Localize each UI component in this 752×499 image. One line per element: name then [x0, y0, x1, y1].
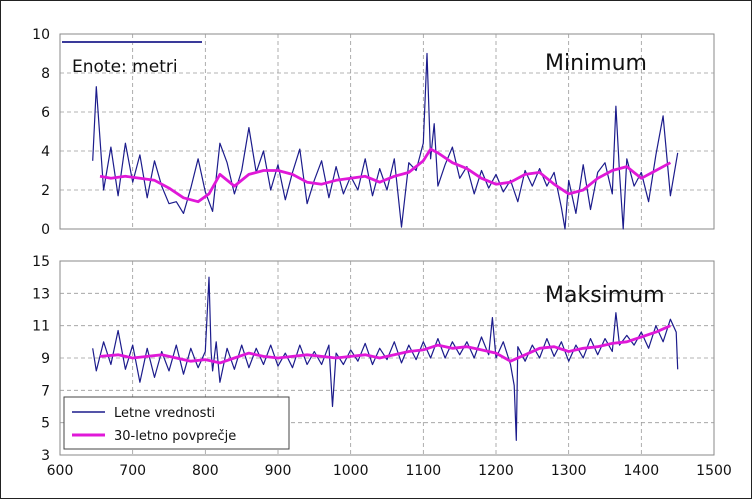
bottom-30yr-average-line — [99, 324, 671, 365]
bottom-y-tick-label: 7 — [41, 383, 50, 399]
bottom-panel-title: Maksimum — [545, 283, 665, 308]
top-y-tick-labels: 0 2 4 6 8 10 — [32, 27, 50, 238]
x-tick-label: 1100 — [406, 463, 442, 479]
top-y-tick-label: 10 — [32, 27, 50, 43]
top-series-layer — [92, 52, 679, 230]
x-tick-label: 700 — [119, 463, 146, 479]
top-panel-title: Minimum — [545, 51, 647, 76]
x-tick-label: 1200 — [478, 463, 514, 479]
bottom-y-tick-label: 9 — [41, 351, 50, 367]
x-tick-label: 1300 — [551, 463, 587, 479]
top-y-tick-label: 8 — [41, 66, 50, 82]
legend: Letne vrednosti 30-letno povprečje — [63, 396, 290, 450]
x-tick-label: 800 — [192, 463, 219, 479]
x-tick-label: 900 — [265, 463, 292, 479]
top-30yr-average-line — [99, 147, 672, 204]
legend-box — [63, 396, 290, 450]
units-annotation: Enote: metri — [72, 57, 178, 77]
bottom-annual-values-line — [92, 276, 679, 441]
bottom-y-tick-label: 3 — [41, 448, 50, 464]
top-y-tick-label: 0 — [41, 222, 50, 238]
top-plot-area — [59, 33, 715, 230]
x-tick-labels: 600 700 800 900 1000 1100 1200 1300 1400 1500 — [47, 463, 732, 479]
top-y-tick-label: 6 — [41, 105, 50, 121]
x-tick-label: 1000 — [333, 463, 369, 479]
bottom-y-tick-labels: 3 5 7 9 11 13 15 — [32, 254, 50, 464]
x-tick-label: 1400 — [624, 463, 660, 479]
bottom-y-tick-label: 11 — [32, 319, 50, 335]
top-y-tick-label: 4 — [41, 144, 50, 160]
top-annual-values-line — [92, 52, 679, 230]
legend-label-average: 30-letno povprečje — [114, 429, 236, 444]
top-y-tick-label: 2 — [41, 183, 50, 199]
bottom-y-tick-label: 5 — [41, 416, 50, 432]
bottom-y-tick-label: 13 — [32, 286, 50, 302]
legend-label-annual: Letne vrednosti — [114, 406, 215, 421]
x-tick-label: 600 — [47, 463, 74, 479]
bottom-y-tick-label: 15 — [32, 254, 50, 270]
bottom-series-layer — [92, 276, 679, 441]
x-tick-label: 1500 — [696, 463, 732, 479]
